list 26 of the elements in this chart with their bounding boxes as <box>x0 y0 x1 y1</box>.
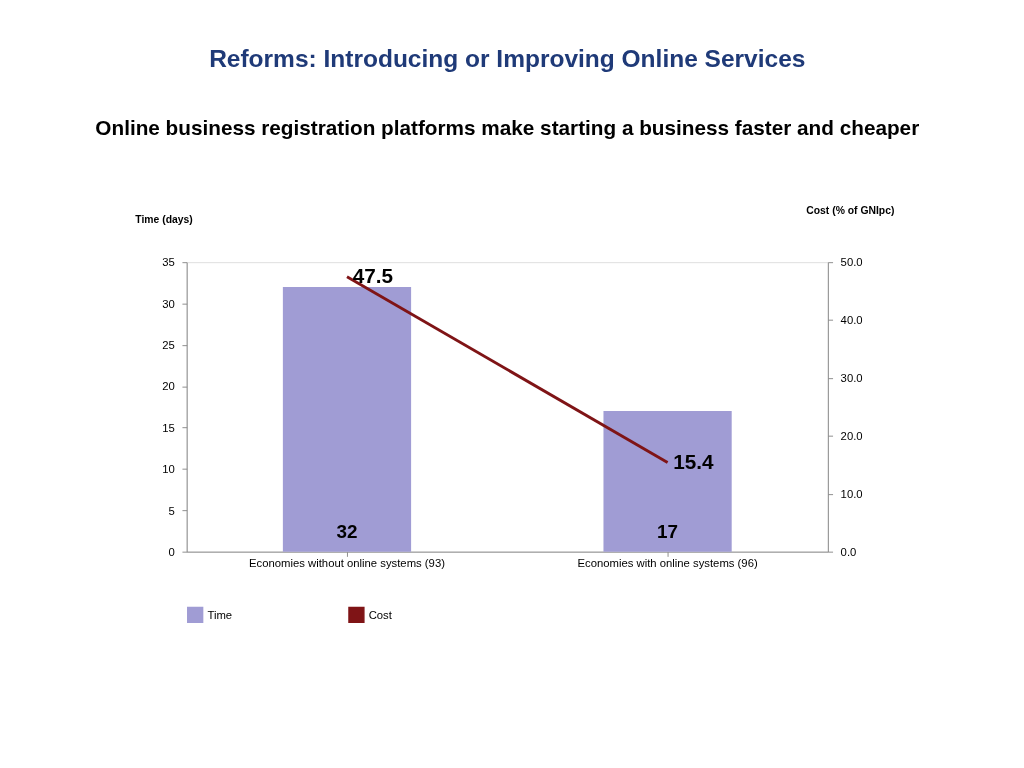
y-tick-label: 25 <box>162 339 175 352</box>
y2-tick-label: 0.0 <box>840 545 857 558</box>
legend-label: Time <box>207 608 233 621</box>
y2-tick-label: 50.0 <box>840 256 863 269</box>
data-label: 17 <box>657 521 679 543</box>
y2-axis-title: Cost (% of GNIpc) <box>806 204 895 216</box>
y-tick-label: 10 <box>162 463 175 476</box>
data-label: 15.4 <box>673 450 715 474</box>
y-tick-label: 15 <box>162 421 175 434</box>
data-label: 47.5 <box>352 264 394 288</box>
y-tick-label: 20 <box>162 380 175 393</box>
y2-tick-label: 10.0 <box>840 488 863 501</box>
y2-tick-label: 20.0 <box>840 430 863 443</box>
y-axis-title: Time (days) <box>135 214 193 226</box>
y2-tick-label: 40.0 <box>840 314 863 327</box>
y-tick-label: 5 <box>168 504 175 517</box>
legend-label: Cost <box>368 608 393 621</box>
y-tick-label: 30 <box>162 297 175 310</box>
chart-title: Reforms: Introducing or Improving Online Services <box>209 45 806 73</box>
y2-tick-label: 30.0 <box>840 372 863 385</box>
chart-subtitle: Online business registration platforms make starting a business faster and cheaper <box>95 115 920 139</box>
x-tick-label: Economies with online systems (96) <box>577 557 758 570</box>
data-label: 32 <box>336 521 358 543</box>
y-tick-label: 0 <box>168 545 175 558</box>
x-tick-label: Economies without online systems (93) <box>249 557 446 570</box>
y-tick-label: 35 <box>162 256 175 269</box>
